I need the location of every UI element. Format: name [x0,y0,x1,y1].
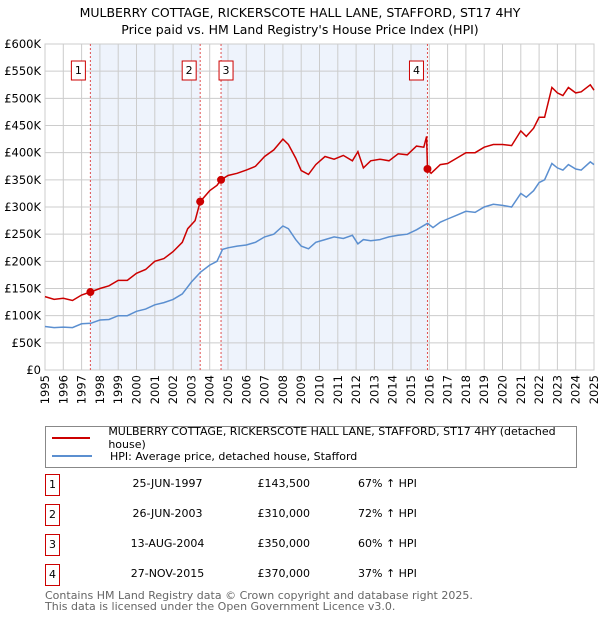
price-chart: £0 £50K £100K £150K £200K £250K £300K £350K £400… [4,37,600,404]
transaction-date: 25-JUN-1997 [132,477,203,490]
transaction-price: £310,000 [257,507,311,520]
x-tick-label: 2004 [203,375,217,404]
sale-badge-box [70,60,86,81]
chart-title: MULBERRY COTTAGE, RICKERSCOTE HALL LANE,… [0,4,600,38]
x-tick-label: 2005 [221,375,235,404]
y-tick-label: £250K [4,227,41,241]
series-line [44,160,595,329]
x-tick-label: 2013 [367,375,381,404]
x-tick-label: 2003 [184,375,198,404]
transaction-hpi: 72% ↑ HPI [358,507,417,520]
transaction-badge: 4 [45,564,60,586]
y-tick-label: £600K [4,37,41,51]
y-tick-label: £0 [26,363,41,377]
legend-swatch-red [52,437,91,439]
x-tick-label: 2023 [550,375,564,404]
y-tick-label: £400K [4,146,41,160]
title-line-1: MULBERRY COTTAGE, RICKERSCOTE HALL LANE,… [79,5,521,20]
series-line [44,83,595,302]
transaction-row: 4 27-NOV-2015 £370,000 37% ↑ HPI [45,564,445,586]
sale-point [86,288,95,297]
footer: Contains HM Land Registry data © Crown c… [45,590,473,612]
y-tick-label: £550K [4,64,41,78]
sale-badge-box [181,60,197,81]
x-tick-label: 2016 [422,375,436,404]
x-tick-label: 2015 [404,375,418,404]
y-tick-label: £500K [4,91,41,105]
footer-line-1: Contains HM Land Registry data © Crown c… [45,589,473,602]
x-tick-label: 1998 [93,375,107,404]
footer-line-2: This data is licensed under the Open Gov… [45,600,396,613]
x-tick-label: 1995 [38,375,52,404]
x-tick-label: 2020 [496,375,510,404]
x-tick-label: 2007 [258,375,272,404]
x-tick-label: 2024 [569,375,583,404]
transaction-badge: 1 [45,474,60,496]
sale-badge-label: 2 [186,64,193,77]
x-tick-label: 2002 [166,375,180,404]
y-tick-label: £200K [4,254,41,268]
y-tick-label: £450K [4,119,41,133]
x-tick-label: 2006 [239,375,253,404]
legend-label: HPI: Average price, detached house, Staf… [110,449,358,463]
transaction-hpi: 60% ↑ HPI [358,537,417,550]
transaction-hpi: 37% ↑ HPI [358,567,417,580]
transaction-hpi: 67% ↑ HPI [358,477,417,490]
x-tick-label: 2018 [459,375,473,404]
transaction-price: £370,000 [257,567,311,580]
transaction-price: £350,000 [257,537,311,550]
y-tick-label: £300K [4,200,41,214]
x-tick-label: 2009 [294,375,308,404]
sale-point [196,197,205,206]
legend: MULBERRY COTTAGE, RICKERSCOTE HALL LANE,… [45,425,577,468]
title-line-2: Price paid vs. HM Land Registry's House … [121,22,479,37]
x-tick-label: 2022 [532,375,546,404]
y-tick-label: £150K [4,282,41,296]
legend-label: MULBERRY COTTAGE, RICKERSCOTE HALL LANE,… [108,425,556,451]
x-tick-label: 1996 [56,375,70,404]
y-tick-label: £100K [4,309,41,323]
x-tick-label: 2012 [349,375,363,404]
x-tick-label: 2011 [331,375,345,404]
transaction-row: 2 26-JUN-2003 £310,000 72% ↑ HPI [45,504,445,526]
transaction-date: 26-JUN-2003 [132,507,203,520]
legend-item-hpi: HPI: Average price, detached house, Staf… [52,447,357,465]
transaction-date: 27-NOV-2015 [130,567,205,580]
transaction-row: 3 13-AUG-2004 £350,000 60% ↑ HPI [45,534,445,556]
x-tick-label: 1997 [75,375,89,404]
x-tick-label: 2000 [130,375,144,404]
transaction-badge: 2 [45,504,60,526]
x-tick-label: 2010 [313,375,327,404]
x-tick-label: 2008 [276,375,290,404]
sale-badge-box [218,60,234,81]
sale-point [423,164,432,173]
sale-badge-label: 3 [223,64,230,77]
legend-swatch-blue [52,455,92,457]
x-tick-label: 2019 [477,375,491,404]
x-tick-label: 2001 [148,375,162,404]
transaction-date: 13-AUG-2004 [130,537,205,550]
legend-item-property: MULBERRY COTTAGE, RICKERSCOTE HALL LANE,… [52,425,576,451]
x-tick-label: 2021 [514,375,528,404]
transaction-row: 1 25-JUN-1997 £143,500 67% ↑ HPI [45,474,445,496]
sale-badge-label: 4 [413,64,420,77]
plot-border [44,43,595,371]
y-tick-label: £50K [12,336,42,350]
sale-badge-label: 1 [75,64,82,77]
sale-badge-box [408,60,424,81]
sale-point [217,175,226,184]
x-tick-label: 2014 [386,375,400,404]
x-tick-label: 1999 [111,375,125,404]
transaction-price: £143,500 [257,477,311,490]
x-tick-label: 2025 [587,375,600,404]
transaction-badge: 3 [45,534,60,556]
y-tick-label: £350K [4,173,41,187]
x-tick-label: 2017 [441,375,455,404]
